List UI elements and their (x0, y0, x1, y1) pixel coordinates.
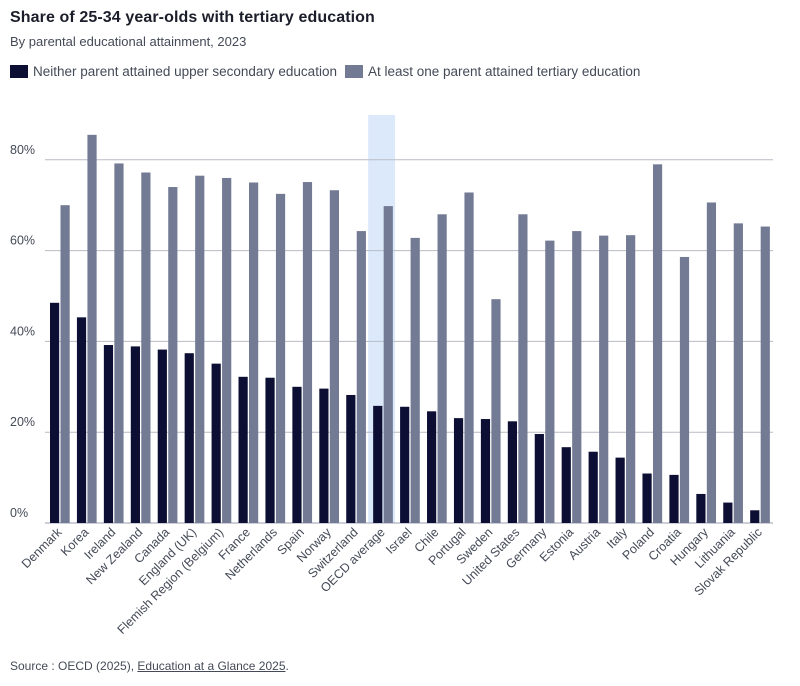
chart-subtitle: By parental educational attainment, 2023 (10, 34, 247, 49)
bar-tertiary-parent-slovak-republic (760, 226, 770, 523)
bar-neither-parent-canada (157, 349, 167, 523)
bar-neither-parent-estonia (561, 447, 571, 523)
bar-tertiary-parent-norway (329, 190, 339, 523)
legend-swatch-neither-parent (10, 65, 28, 78)
y-tick-label-40: 40% (10, 324, 35, 338)
legend: Neither parent attained upper secondary … (10, 64, 648, 79)
legend-item-tertiary-parent[interactable]: At least one parent attained tertiary ed… (344, 64, 641, 79)
bar-neither-parent-slovak-republic (750, 510, 760, 523)
bar-neither-parent-israel (400, 406, 410, 523)
source-note: Source : OECD (2025), Education at a Gla… (10, 659, 289, 673)
bar-neither-parent-flemish-region-belgium (211, 363, 221, 523)
legend-label-neither-parent: Neither parent attained upper secondary … (33, 64, 337, 79)
bar-neither-parent-hungary (696, 493, 706, 523)
bar-tertiary-parent-estonia (572, 231, 582, 523)
bar-neither-parent-germany (534, 434, 544, 523)
bar-neither-parent-austria (588, 451, 598, 523)
bar-neither-parent-chile (427, 411, 437, 523)
bar-tertiary-parent-hungary (706, 202, 717, 523)
bar-tertiary-parent-united-states (518, 214, 528, 523)
y-tick-label-60: 60% (10, 234, 35, 248)
bar-neither-parent-oecd-average (373, 405, 383, 523)
bar-tertiary-parent-flemish-region-belgium (222, 177, 232, 523)
bar-tertiary-parent-portugal (464, 192, 474, 523)
bar-tertiary-parent-ireland (114, 163, 124, 523)
bar-neither-parent-norway (319, 388, 329, 523)
bar-tertiary-parent-croatia (679, 256, 690, 523)
bar-tertiary-parent-italy (626, 235, 636, 523)
bar-tertiary-parent-austria (599, 235, 609, 524)
bar-tertiary-parent-netherlands (275, 193, 286, 523)
y-tick-label-80: 80% (10, 143, 35, 157)
source-suffix: . (285, 659, 289, 673)
bar-tertiary-parent-new-zealand (141, 172, 151, 523)
bar-neither-parent-poland (642, 473, 652, 523)
y-tick-label-20: 20% (10, 415, 35, 429)
bar-neither-parent-england-uk (184, 353, 194, 523)
bar-neither-parent-ireland (103, 345, 114, 523)
bar-neither-parent-spain (292, 386, 302, 523)
bar-tertiary-parent-korea (87, 134, 97, 523)
bar-tertiary-parent-poland (652, 164, 663, 523)
bar-tertiary-parent-sweden (491, 299, 501, 523)
legend-label-tertiary-parent: At least one parent attained tertiary ed… (367, 64, 641, 79)
bar-neither-parent-croatia (669, 474, 679, 523)
legend-swatch-tertiary-parent (344, 65, 363, 78)
y-tick-label-0: 0% (10, 506, 28, 520)
source-prefix: Source : OECD (2025), (10, 659, 138, 673)
bar-neither-parent-portugal (453, 418, 464, 523)
bar-neither-parent-netherlands (265, 377, 275, 523)
bar-neither-parent-new-zealand (130, 346, 140, 523)
bar-neither-parent-denmark (50, 302, 60, 523)
bar-neither-parent-korea (76, 317, 87, 523)
chart-title: Share of 25-34 year-olds with tertiary e… (10, 9, 375, 26)
source-link[interactable]: Education at a Glance 2025 (137, 659, 286, 673)
bar-neither-parent-sweden (480, 419, 491, 523)
bar-neither-parent-italy (615, 457, 625, 523)
bar-tertiary-parent-chile (437, 214, 447, 523)
bar-tertiary-parent-germany (545, 240, 555, 523)
bar-tertiary-parent-england-uk (195, 175, 205, 523)
bar-tertiary-parent-spain (302, 182, 313, 523)
bar-tertiary-parent-switzerland (356, 231, 366, 523)
bar-tertiary-parent-oecd-average (383, 206, 393, 523)
bar-neither-parent-france (238, 376, 248, 523)
bar-tertiary-parent-israel (410, 237, 420, 523)
bar-neither-parent-united-states (507, 421, 518, 523)
legend-item-neither-parent[interactable]: Neither parent attained upper secondary … (10, 64, 337, 79)
bar-tertiary-parent-canada (168, 187, 178, 524)
bar-tertiary-parent-denmark (60, 205, 70, 523)
bar-neither-parent-switzerland (346, 394, 356, 523)
bar-tertiary-parent-france (249, 182, 259, 523)
bar-neither-parent-lithuania (723, 502, 733, 523)
x-tick-label-israel: Israel (383, 525, 415, 557)
bar-tertiary-parent-lithuania (733, 223, 743, 524)
